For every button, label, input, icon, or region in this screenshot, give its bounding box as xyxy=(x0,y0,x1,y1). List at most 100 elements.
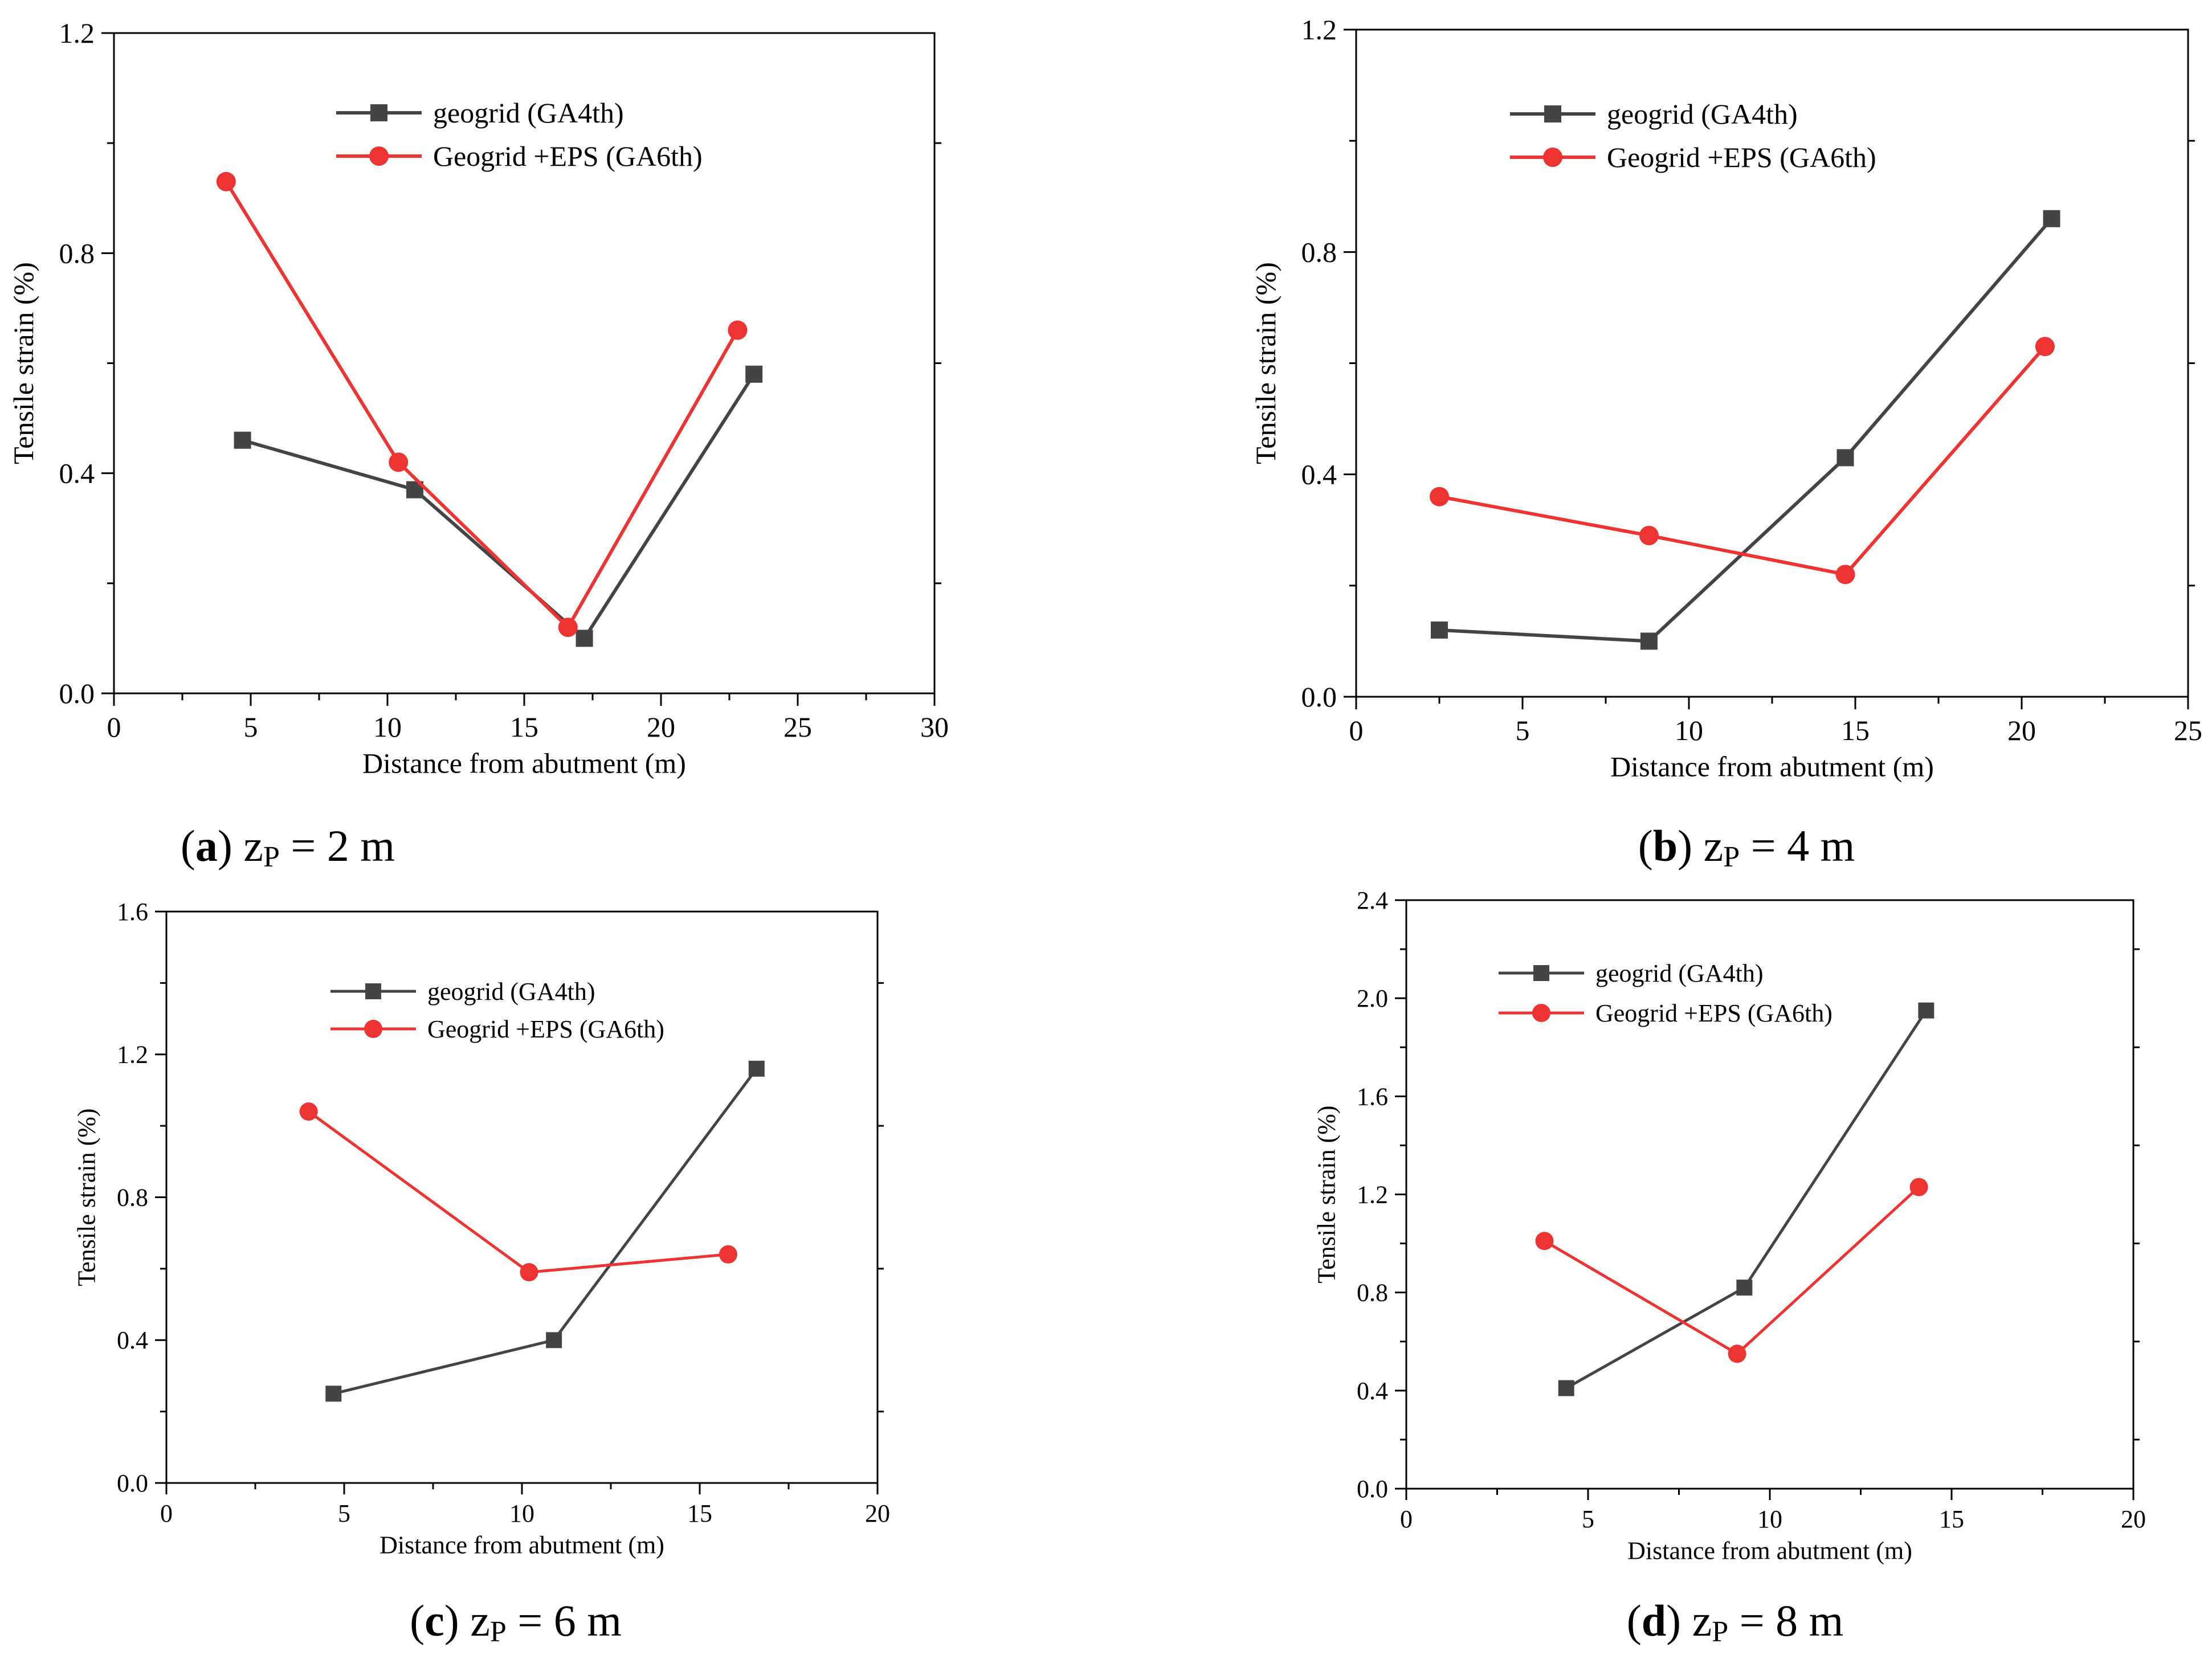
chart-b-legend-eps-label: Geogrid +EPS (GA6th) xyxy=(1607,141,1876,173)
chart-a-eps-point-3 xyxy=(728,320,748,340)
chart-a-geogrid-point-0 xyxy=(234,431,251,449)
chart-b-svg: 0 5 10 15 20 25 0.0 0.4 0.8 1.2 Distance from abut… xyxy=(1250,14,2202,783)
chart-d-eps-point-2 xyxy=(1909,1178,1928,1196)
chart-b-eps-point-0 xyxy=(1430,487,1449,506)
chart-a-xtick-label-5: 25 xyxy=(783,711,812,743)
chart-d-ytick-label-5: 2.0 xyxy=(1357,984,1388,1012)
chart-b-ytick-label-0: 0.0 xyxy=(1301,681,1337,713)
chart-c-geogrid-point-0 xyxy=(325,1386,342,1402)
chart-d-legend-geogrid-label: geogrid (GA4th) xyxy=(1595,959,1764,987)
caption-a-close: ) xyxy=(217,821,232,871)
chart-d-legend-eps-label: Geogrid +EPS (GA6th) xyxy=(1595,999,1833,1027)
chart-a-legend-eps-label: Geogrid +EPS (GA6th) xyxy=(433,140,703,172)
chart-c-eps-point-2 xyxy=(719,1245,737,1264)
chart-c-legend-eps-label: Geogrid +EPS (GA6th) xyxy=(427,1015,664,1043)
chart-b-legend-geogrid-marker xyxy=(1544,105,1561,122)
chart-a-eps-point-1 xyxy=(389,452,409,472)
caption-b-eq: = 4 m xyxy=(1740,821,1855,871)
chart-a-xtick-label-2: 10 xyxy=(373,711,402,743)
chart-b-geogrid-point-3 xyxy=(2043,210,2060,227)
caption-b-letter: b xyxy=(1652,821,1678,871)
chart-c-eps-point-1 xyxy=(520,1263,538,1282)
chart-c-svg: 0 5 10 15 20 0.0 0.4 0.8 1.2 1.6 Distance from abu… xyxy=(72,898,890,1559)
chart-b-xtick-label-1: 5 xyxy=(1516,714,1530,746)
chart-d-geogrid-point-0 xyxy=(1558,1380,1574,1396)
chart-b-xtick-label-3: 15 xyxy=(1841,714,1870,746)
chart-b-ytick-label-1: 0.4 xyxy=(1301,459,1337,491)
chart-a-geogrid-point-3 xyxy=(745,365,763,383)
chart-d-series-eps-line xyxy=(1544,1186,1920,1355)
chart-c-xlabel: Distance from abutment (m) xyxy=(379,1531,664,1559)
chart-b-ytick-label-2: 0.8 xyxy=(1301,236,1337,268)
chart-a-legend-eps-marker xyxy=(369,146,389,166)
chart-a-svg: 0 5 10 15 20 25 30 0.0 0.4 0.8 1.2 Distance from ab… xyxy=(7,17,949,779)
chart-panel-a: 0 5 10 15 20 25 30 0.0 0.4 0.8 1.2 Distance from ab… xyxy=(0,0,1106,873)
chart-c-ytick-label-2: 0.8 xyxy=(117,1183,148,1211)
caption-a-eq: = 2 m xyxy=(279,821,395,871)
chart-b-legend-eps-marker xyxy=(1543,148,1562,167)
caption-d-eq: = 8 m xyxy=(1728,1596,1844,1645)
chart-b-xtick-label-5: 25 xyxy=(2174,714,2202,746)
caption-a-sub: P xyxy=(263,841,280,873)
chart-b-geogrid-point-2 xyxy=(1836,449,1854,467)
chart-b-ylabel: Tensile strain (%) xyxy=(1250,262,1282,464)
chart-d-eps-point-0 xyxy=(1535,1232,1554,1251)
chart-c-geogrid-point-1 xyxy=(546,1332,562,1349)
chart-d-legend-eps-marker xyxy=(1532,1004,1550,1022)
chart-panel-b: 0 5 10 15 20 25 0.0 0.4 0.8 1.2 Distance from abut… xyxy=(0,0,2212,873)
caption-c-var: z xyxy=(470,1596,490,1645)
chart-d-xtick-label-2: 10 xyxy=(1757,1505,1782,1533)
chart-b-xtick-label-2: 10 xyxy=(1675,714,1703,746)
caption-b-open: ( xyxy=(1638,821,1653,871)
chart-c-legend-eps-marker xyxy=(364,1020,382,1038)
chart-d-xtick-label-1: 5 xyxy=(1582,1505,1594,1533)
chart-d-xlabel: Distance from abutment (m) xyxy=(1627,1537,1912,1564)
chart-c-ylabel: Tensile strain (%) xyxy=(72,1108,100,1286)
caption-a-var: z xyxy=(243,821,263,871)
chart-d-ytick-label-3: 1.2 xyxy=(1357,1180,1388,1208)
chart-a-xtick-label-0: 0 xyxy=(107,711,121,743)
chart-d-ylabel: Tensile strain (%) xyxy=(1312,1105,1340,1283)
chart-d-legend-geogrid-marker xyxy=(1533,965,1549,981)
chart-b-geogrid-point-0 xyxy=(1431,621,1448,639)
chart-a-xtick-label-4: 20 xyxy=(647,711,675,743)
chart-a-ylabel: Tensile strain (%) xyxy=(7,262,39,464)
chart-d-series-geogrid-line xyxy=(1565,1010,1928,1390)
chart-a-ytick-label-1: 0.4 xyxy=(59,457,95,489)
chart-d-ytick-label-0: 0.0 xyxy=(1357,1475,1388,1503)
chart-a-ytick-label-0: 0.0 xyxy=(59,677,95,709)
caption-d-var: z xyxy=(1692,1596,1712,1645)
chart-b-eps-point-1 xyxy=(1639,526,1659,546)
chart-c-ytick-label-3: 1.2 xyxy=(117,1041,148,1069)
chart-a-ytick-label-3: 1.2 xyxy=(59,17,95,49)
chart-b-series-geogrid-line xyxy=(1439,217,2053,643)
caption-b-close: ) xyxy=(1678,821,1693,871)
chart-b-geogrid-point-1 xyxy=(1640,632,1658,650)
chart-a-legend-geogrid-label: geogrid (GA4th) xyxy=(433,97,624,129)
caption-b: (b) zP = 4 m xyxy=(1459,820,2034,874)
caption-b-var: z xyxy=(1703,821,1724,871)
chart-a-xtick-label-3: 15 xyxy=(510,711,538,743)
chart-a-xtick-label-6: 30 xyxy=(920,711,949,743)
caption-d-close: ) xyxy=(1666,1596,1682,1645)
caption-a-letter: a xyxy=(195,821,218,871)
chart-d-ytick-label-4: 1.6 xyxy=(1357,1082,1388,1110)
chart-c-xtick-label-2: 10 xyxy=(509,1499,534,1527)
chart-c-xtick-label-4: 20 xyxy=(865,1499,890,1527)
chart-a-series-geogrid-line xyxy=(242,373,756,640)
chart-c-geogrid-point-2 xyxy=(748,1060,765,1077)
caption-a-open: ( xyxy=(180,821,195,871)
chart-b-xtick-label-0: 0 xyxy=(1349,714,1364,746)
chart-a-eps-point-0 xyxy=(216,171,236,191)
caption-c: (c) zP = 6 m xyxy=(228,1595,803,1649)
chart-c-legend-geogrid-marker xyxy=(365,983,381,999)
chart-a-xlabel: Distance from abutment (m) xyxy=(362,747,686,779)
chart-a-legend-geogrid-marker xyxy=(370,104,387,121)
chart-a-eps-point-2 xyxy=(558,618,578,638)
chart-d-ytick-label-6: 2.4 xyxy=(1357,886,1388,914)
chart-b-eps-point-3 xyxy=(2035,337,2055,357)
chart-d-ytick-label-1: 0.4 xyxy=(1357,1377,1388,1405)
chart-a-geogrid-point-2 xyxy=(576,630,593,647)
